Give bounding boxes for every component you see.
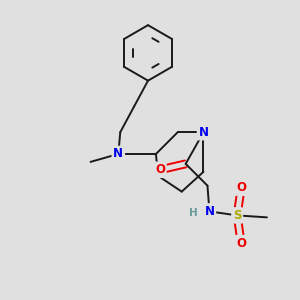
- Text: N: N: [113, 148, 123, 160]
- Text: H: H: [189, 208, 198, 218]
- Text: O: O: [155, 163, 165, 176]
- Text: N: N: [199, 126, 208, 139]
- Text: S: S: [233, 209, 242, 222]
- Text: O: O: [236, 237, 246, 250]
- Text: O: O: [236, 181, 246, 194]
- Text: N: N: [204, 205, 214, 218]
